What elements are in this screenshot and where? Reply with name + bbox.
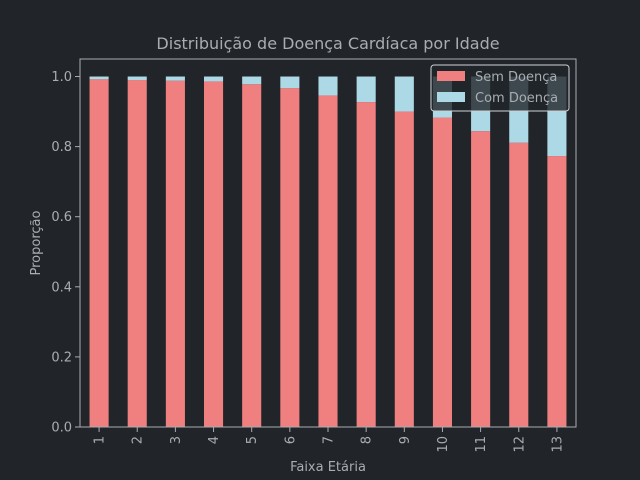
- y-axis-label: Proporção: [29, 210, 44, 275]
- bar-sem-doenca-11: [471, 131, 491, 427]
- x-tick-label: 5: [245, 436, 260, 444]
- bar-sem-doenca-3: [165, 80, 185, 427]
- bars-group: [89, 76, 567, 428]
- bar-com-doenca-2: [127, 76, 147, 81]
- bar-com-doenca-1: [89, 76, 109, 80]
- bar-sem-doenca-10: [432, 117, 452, 427]
- x-tick-label: 9: [398, 436, 413, 444]
- x-tick-label: 7: [322, 436, 337, 444]
- x-axis: 1 2 3 4 5 6 7 8 9 10 11 12 13: [93, 427, 565, 453]
- bar-com-doenca-9: [394, 76, 414, 112]
- y-tick-label: 0.8: [51, 140, 72, 155]
- legend-label-sem-doenca: Sem Doença: [475, 70, 557, 85]
- x-tick-label: 10: [436, 436, 451, 453]
- x-tick-label: 8: [360, 436, 375, 444]
- bar-com-doenca-3: [165, 76, 185, 81]
- bar-sem-doenca-13: [547, 156, 567, 427]
- plot-frame: [79, 58, 577, 428]
- bar-sem-doenca-5: [242, 84, 262, 427]
- bar-sem-doenca-9: [394, 111, 414, 427]
- x-axis-label: Faixa Etária: [290, 460, 366, 475]
- x-tick-label: 3: [169, 436, 184, 444]
- y-tick-label: 0.2: [51, 350, 72, 365]
- legend-box: [430, 64, 570, 112]
- y-tick-label: 0.4: [51, 280, 72, 295]
- legend-label-com-doenca: Com Doença: [475, 91, 558, 106]
- bar-com-doenca-5: [242, 76, 262, 85]
- bar-sem-doenca-12: [509, 142, 529, 427]
- x-tick-label: 12: [512, 436, 527, 453]
- legend-swatch-sem-doenca: [437, 71, 465, 81]
- y-tick-label: 0.0: [51, 421, 72, 436]
- bar-sem-doenca-8: [356, 102, 376, 428]
- bar-com-doenca-4: [204, 76, 224, 82]
- bar-com-doenca-7: [318, 76, 338, 96]
- bar-sem-doenca-1: [89, 79, 109, 427]
- legend-swatch-com-doenca: [437, 92, 465, 102]
- x-tick-label: 2: [131, 436, 146, 444]
- bar-sem-doenca-4: [204, 81, 224, 428]
- y-axis: 0.0 0.2 0.4 0.6 0.8 1.0: [51, 70, 80, 436]
- chart-title: Distribuição de Doença Cardíaca por Idad…: [156, 34, 499, 53]
- bar-com-doenca-8: [356, 76, 376, 103]
- bar-sem-doenca-2: [127, 80, 147, 427]
- legend: Sem Doença Com Doença: [430, 64, 570, 112]
- x-tick-label: 4: [207, 436, 222, 444]
- bar-sem-doenca-6: [280, 88, 300, 427]
- y-tick-label: 0.6: [51, 210, 72, 225]
- x-tick-label: 1: [93, 436, 108, 444]
- y-tick-label: 1.0: [51, 70, 72, 85]
- x-tick-label: 6: [283, 436, 298, 444]
- x-tick-label: 13: [550, 436, 565, 453]
- x-tick-label: 11: [474, 436, 489, 453]
- bar-com-doenca-6: [280, 76, 300, 89]
- bar-sem-doenca-7: [318, 95, 338, 427]
